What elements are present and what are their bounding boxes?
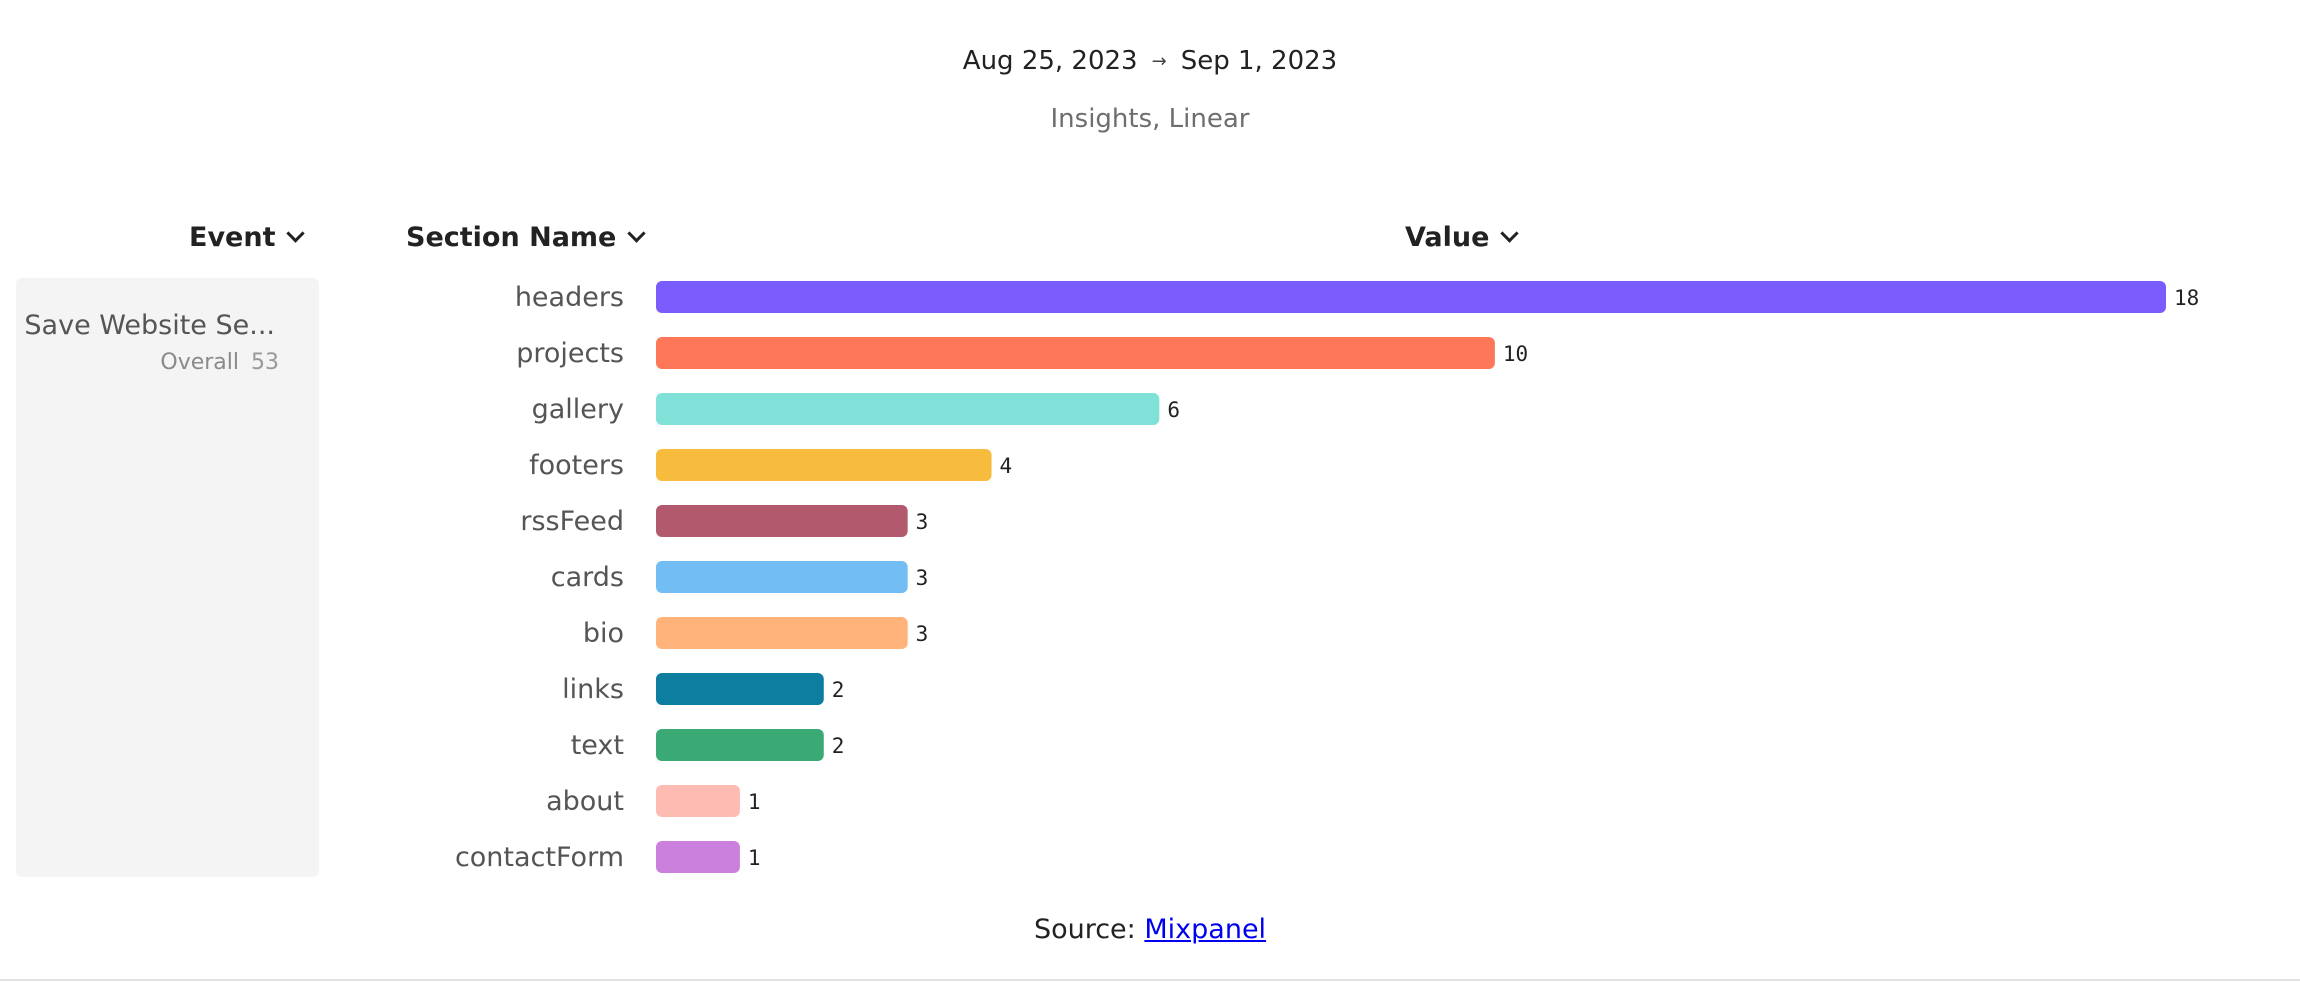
source-link[interactable]: Mixpanel bbox=[1144, 914, 1267, 945]
category-label: about bbox=[546, 786, 624, 817]
value-label: 6 bbox=[1167, 398, 1180, 422]
category-label: links bbox=[562, 674, 624, 705]
category-label: projects bbox=[516, 338, 624, 369]
bar[interactable] bbox=[656, 561, 908, 593]
bar[interactable] bbox=[656, 281, 2166, 313]
arrow-right-icon: → bbox=[1151, 51, 1167, 72]
category-label: cards bbox=[551, 562, 624, 593]
value-label: 2 bbox=[832, 678, 845, 702]
value-label: 1 bbox=[748, 846, 761, 870]
category-label: contactForm bbox=[455, 842, 624, 873]
date-range: Aug 25, 2023 → Sep 1, 2023 bbox=[0, 46, 2300, 76]
bar[interactable] bbox=[656, 785, 740, 817]
source-line: Source: Mixpanel bbox=[0, 914, 2300, 945]
section-name-column-label: Section Name bbox=[406, 222, 617, 253]
bar[interactable] bbox=[656, 337, 1495, 369]
value-label: 18 bbox=[2174, 286, 2199, 310]
category-label: text bbox=[571, 730, 624, 761]
bar[interactable] bbox=[656, 617, 908, 649]
date-end: Sep 1, 2023 bbox=[1180, 46, 1338, 76]
value-label: 1 bbox=[748, 790, 761, 814]
bar[interactable] bbox=[656, 729, 824, 761]
category-label: headers bbox=[515, 282, 624, 313]
event-name[interactable]: Save Website Se... bbox=[24, 310, 275, 341]
bar[interactable] bbox=[656, 505, 908, 537]
value-column-header[interactable]: Value bbox=[1405, 222, 1520, 253]
category-label: bio bbox=[583, 618, 624, 649]
value-label: 2 bbox=[832, 734, 845, 758]
bar[interactable] bbox=[656, 841, 740, 873]
source-label: Source: bbox=[1033, 914, 1136, 945]
section-name-column-header[interactable]: Section Name bbox=[406, 222, 647, 253]
event-column-label: Event bbox=[189, 222, 276, 253]
bar[interactable] bbox=[656, 393, 1160, 425]
event-overall: Overall 53 bbox=[160, 350, 279, 375]
bar[interactable] bbox=[656, 673, 824, 705]
value-label: 4 bbox=[1000, 454, 1013, 478]
bar[interactable] bbox=[656, 449, 992, 481]
value-label: 3 bbox=[916, 510, 929, 534]
value-label: 10 bbox=[1503, 342, 1528, 366]
category-label: footers bbox=[529, 450, 624, 481]
value-label: 3 bbox=[916, 622, 929, 646]
event-panel: Save Website Se... Overall 53 bbox=[16, 278, 319, 877]
category-label: gallery bbox=[532, 394, 624, 425]
chart-subtitle: Insights, Linear bbox=[1050, 104, 1250, 134]
date-start: Aug 25, 2023 bbox=[962, 46, 1138, 76]
event-column-header[interactable]: Event bbox=[189, 222, 306, 253]
divider bbox=[0, 979, 2300, 981]
category-label: rssFeed bbox=[520, 506, 624, 537]
overall-label: Overall bbox=[160, 350, 239, 375]
overall-value: 53 bbox=[251, 350, 279, 375]
value-column-label: Value bbox=[1405, 222, 1490, 253]
value-label: 3 bbox=[916, 566, 929, 590]
